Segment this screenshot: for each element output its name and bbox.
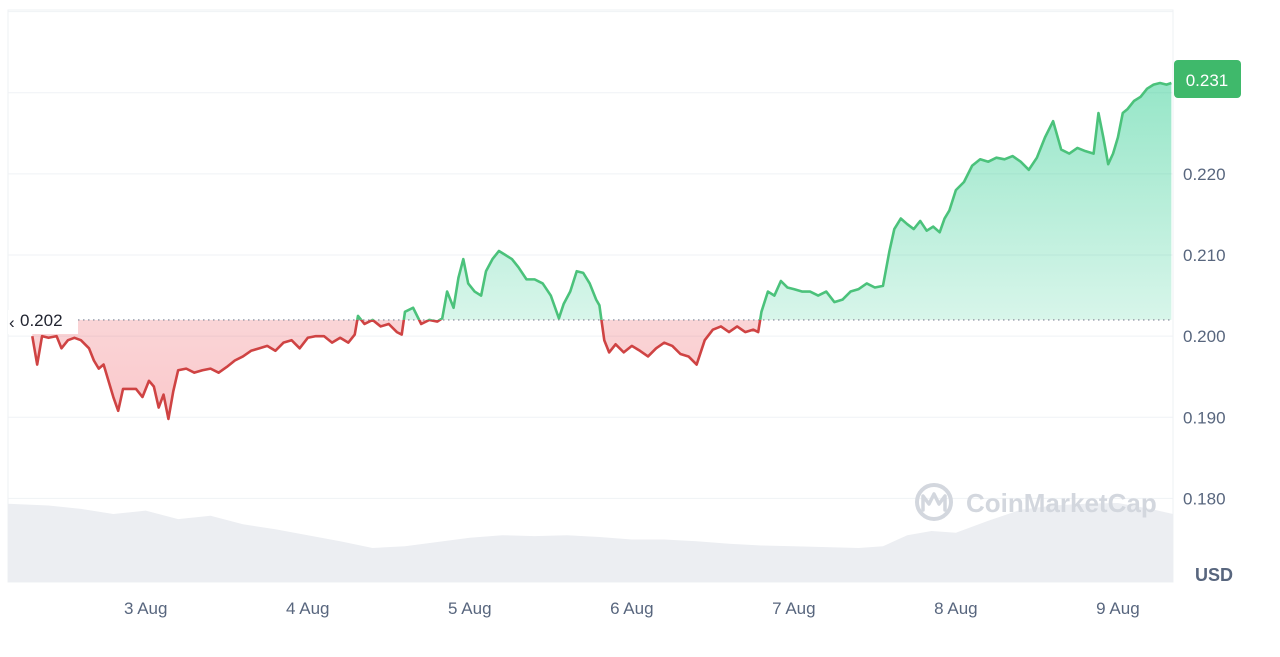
x-axis-ticks: 3 Aug 4 Aug 5 Aug 6 Aug 7 Aug 8 Aug 9 Aug — [124, 599, 1140, 618]
volume-area-shape — [8, 502, 1173, 582]
x-tick-label: 8 Aug — [934, 599, 978, 618]
watermark-text: CoinMarketCap — [966, 488, 1157, 518]
last-price-badge: 0.231 — [1174, 60, 1241, 98]
price-area-fill — [32, 83, 1172, 419]
reference-price-badge: ‹ 0.202 — [8, 310, 78, 334]
x-tick-label: 5 Aug — [448, 599, 492, 618]
y-tick-label: 0.210 — [1183, 246, 1226, 265]
y-tick-label: 0.190 — [1183, 408, 1226, 427]
x-tick-label: 9 Aug — [1096, 599, 1140, 618]
price-series-line — [31, 81, 1172, 421]
y-tick-label: 0.200 — [1183, 327, 1226, 346]
watermark-logo: CoinMarketCap — [915, 483, 1157, 521]
reference-price-label: 0.202 — [20, 311, 63, 330]
y-axis-unit: USD — [1195, 565, 1233, 585]
price-line-up — [355, 81, 1172, 320]
x-tick-label: 3 Aug — [124, 599, 168, 618]
coinmarketcap-icon — [915, 483, 953, 521]
x-tick-label: 6 Aug — [610, 599, 654, 618]
price-fill-above — [357, 83, 1172, 320]
price-line-down — [31, 319, 762, 421]
y-axis-ticks: 0.180 0.190 0.200 0.210 0.220 — [1183, 165, 1226, 509]
x-tick-label: 7 Aug — [772, 599, 816, 618]
y-tick-label: 0.220 — [1183, 165, 1226, 184]
reference-price-arrow-icon: ‹ — [9, 313, 15, 332]
volume-area — [8, 502, 1173, 582]
y-tick-label: 0.180 — [1183, 489, 1226, 508]
last-price-label: 0.231 — [1186, 71, 1229, 90]
price-fill-below — [32, 319, 1172, 419]
x-tick-label: 4 Aug — [286, 599, 330, 618]
